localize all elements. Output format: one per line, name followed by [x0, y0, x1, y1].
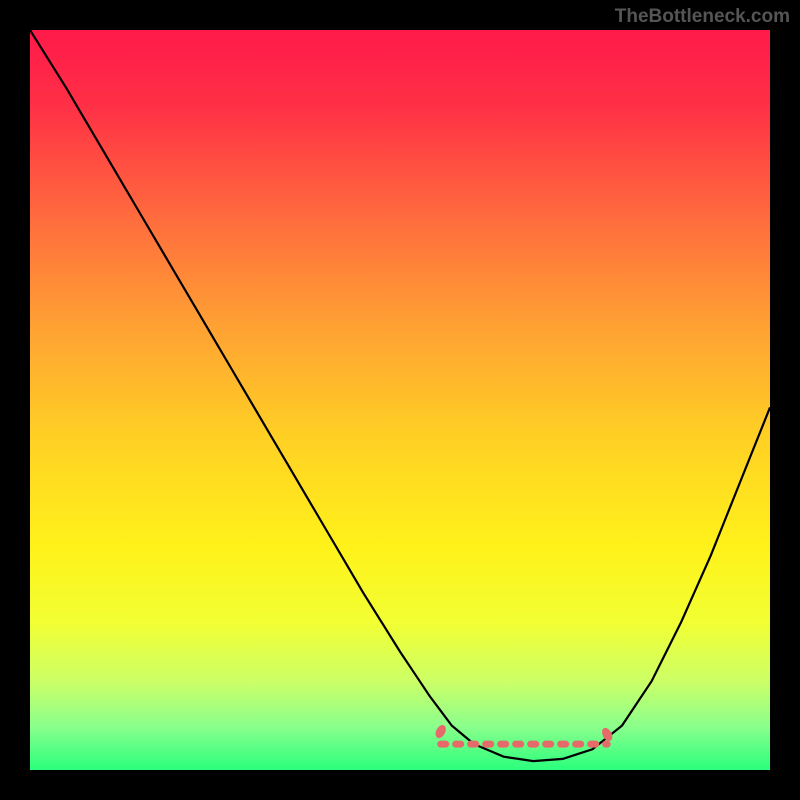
bottleneck-curve [30, 30, 770, 761]
attribution-text: TheBottleneck.com [615, 6, 790, 28]
plot-area [30, 30, 770, 770]
curve-layer [30, 30, 770, 770]
optimal-range-cap-left [433, 723, 448, 740]
